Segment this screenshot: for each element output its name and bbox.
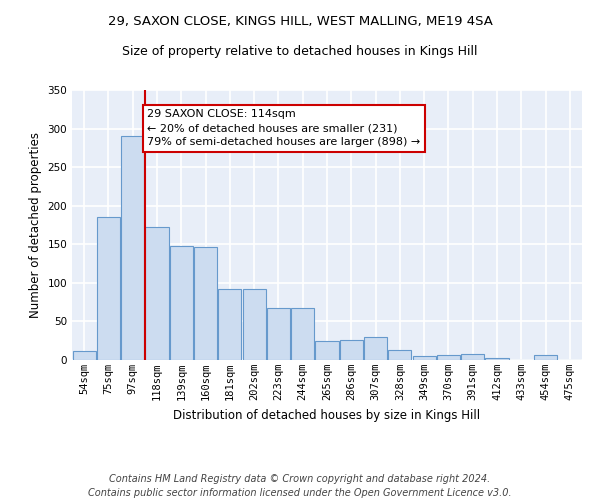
Bar — [340, 340, 363, 360]
Bar — [534, 356, 557, 360]
Bar — [291, 308, 314, 360]
Bar — [461, 354, 484, 360]
Text: Size of property relative to detached houses in Kings Hill: Size of property relative to detached ho… — [122, 45, 478, 58]
Bar — [316, 340, 338, 360]
Y-axis label: Number of detached properties: Number of detached properties — [29, 132, 42, 318]
Bar — [485, 358, 509, 360]
Bar — [413, 356, 436, 360]
Bar — [145, 228, 169, 360]
Bar — [170, 246, 193, 360]
Bar — [267, 308, 290, 360]
Bar — [364, 337, 387, 360]
Bar — [121, 136, 144, 360]
Bar — [388, 350, 412, 360]
Bar — [194, 246, 217, 360]
Bar — [437, 356, 460, 360]
Bar — [73, 350, 95, 360]
Bar — [97, 218, 120, 360]
Bar — [242, 289, 266, 360]
Text: Contains HM Land Registry data © Crown copyright and database right 2024.
Contai: Contains HM Land Registry data © Crown c… — [88, 474, 512, 498]
X-axis label: Distribution of detached houses by size in Kings Hill: Distribution of detached houses by size … — [173, 408, 481, 422]
Text: 29, SAXON CLOSE, KINGS HILL, WEST MALLING, ME19 4SA: 29, SAXON CLOSE, KINGS HILL, WEST MALLIN… — [107, 15, 493, 28]
Text: 29 SAXON CLOSE: 114sqm
← 20% of detached houses are smaller (231)
79% of semi-de: 29 SAXON CLOSE: 114sqm ← 20% of detached… — [147, 110, 421, 148]
Bar — [218, 289, 241, 360]
